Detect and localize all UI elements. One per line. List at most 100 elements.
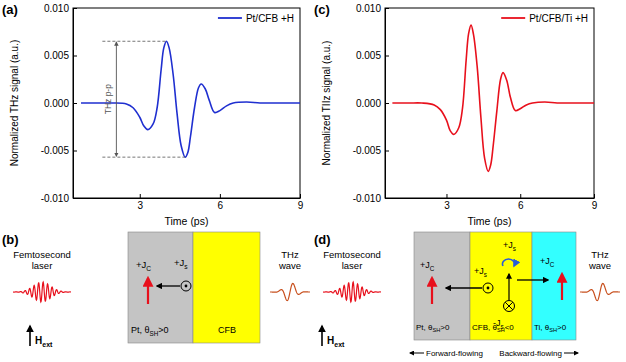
- layer-label-main: CFB: [218, 325, 236, 335]
- y-tick-mark: [385, 151, 389, 152]
- annotation: THz p-p: [102, 41, 185, 157]
- spin-current-label: +Js: [503, 240, 516, 252]
- x-tick-mark: [446, 194, 447, 198]
- current-label-main: +J: [540, 256, 550, 266]
- into-plane-cross: [505, 302, 513, 310]
- y-tick-label: -0.005: [353, 145, 382, 156]
- x-axis-title: Time (ps): [468, 215, 512, 227]
- panel-label: (d): [314, 232, 331, 247]
- y-axis-title: Normalized TIIz signal (a.u.): [321, 41, 332, 166]
- layer-label-sub: SH: [549, 327, 557, 333]
- layer-label-after: >0: [158, 325, 168, 335]
- legend: Pt/CFB/Ti +H: [501, 13, 588, 24]
- layer: [193, 232, 260, 343]
- x-axis-title: Time (ps): [165, 215, 209, 227]
- y-tick-label: -0.010: [41, 193, 70, 204]
- flow-label: Forward-flowing: [426, 349, 483, 358]
- y-tick: -0.005: [353, 145, 389, 156]
- x-tick-label: 3: [137, 200, 143, 211]
- field-label: Hext: [327, 335, 345, 348]
- thz-label-line: wave: [278, 260, 301, 271]
- x-tick: 9: [298, 194, 304, 211]
- y-tick: 0.005: [356, 50, 389, 61]
- layer-label-after: <0: [505, 323, 515, 332]
- y-tick: -0.010: [353, 193, 389, 204]
- thz-label-line: THz: [591, 249, 609, 260]
- layer-label-main: Ti, θ: [534, 323, 550, 332]
- thz-label: THzwave: [588, 249, 611, 271]
- spin-current-arrow: [446, 287, 482, 288]
- x-tick: 6: [518, 194, 524, 211]
- x-tick-label: 3: [444, 200, 450, 211]
- figure: -0.010 -0.005 0.000 0.005 0.010 3 6 9 THz p-p Pt/…: [0, 0, 626, 362]
- field-label-sub: ext: [42, 341, 53, 348]
- charge-current-arrow: [431, 278, 433, 304]
- current-label-sub: C: [430, 265, 435, 272]
- legend-label: Pt/CFB +H: [246, 13, 294, 24]
- spin-current-label: +Js: [174, 257, 188, 270]
- x-tick: 9: [592, 194, 598, 211]
- x-tick-mark: [140, 194, 141, 198]
- x-tick-mark: [300, 194, 301, 198]
- layer-label-sub: SH: [432, 327, 440, 333]
- laser-label-line: Femtosecond: [13, 249, 71, 260]
- laser-pulse: [323, 282, 381, 302]
- spin-polarisation-arrow: [508, 274, 509, 300]
- y-tick: -0.010: [41, 193, 77, 204]
- spin-current-label-sub: s: [501, 323, 504, 330]
- x-tick-label: 9: [592, 200, 598, 211]
- spin-current-label-main: +J: [474, 266, 484, 276]
- spin-current-label-main: -J: [493, 318, 501, 328]
- spin-current-label-main: +J: [174, 257, 185, 268]
- layer: [414, 232, 470, 340]
- out-of-plane-symbol: [181, 281, 191, 291]
- legend-swatch: [218, 17, 242, 19]
- x-tick: 3: [137, 194, 143, 211]
- y-tick: 0.010: [44, 3, 77, 14]
- y-tick-label: 0.005: [44, 50, 69, 61]
- backward-spin-arrow: [517, 279, 548, 280]
- plot-area: [81, 41, 300, 157]
- current-label-sub: C: [550, 261, 555, 268]
- current-label-sub: C: [146, 265, 151, 272]
- thz-label: THzwave: [278, 249, 301, 271]
- x-axis: 3 6 9: [74, 194, 304, 211]
- annotation-peak-line: [102, 41, 166, 42]
- y-tick-label: -0.005: [41, 145, 70, 156]
- y-tick-label: 0.000: [356, 98, 381, 109]
- y-tick-label: 0.010: [44, 3, 69, 14]
- diagram: (d)FemtosecondlaserHextPt, θSH>0CFB, θSH…: [314, 232, 620, 358]
- chart: -0.010 -0.005 0.000 0.005 0.010 3 6 9 Pt/CFB/Ti …: [314, 2, 598, 227]
- x-axis-line: [386, 198, 595, 199]
- legend: Pt/CFB +H: [218, 13, 294, 24]
- layer-label-main: Pt, θ: [131, 325, 150, 335]
- data-line: [392, 25, 594, 171]
- laser-label: Femtosecondlaser: [13, 249, 71, 271]
- layer-label: CFB: [218, 325, 236, 335]
- x-tick-mark: [520, 194, 521, 198]
- panel-label: (b): [2, 232, 19, 247]
- field-arrow: [29, 326, 31, 346]
- flow-arrow: [410, 353, 424, 354]
- annotation-text: THz p-p: [103, 84, 113, 115]
- laser-label-line: Femtosecond: [323, 249, 381, 260]
- y-tick: 0.010: [356, 3, 389, 14]
- layer-label-after: >0: [440, 323, 450, 332]
- spin-flip-arrow: [503, 259, 515, 266]
- legend-swatch: [501, 17, 525, 19]
- current-label-main: +J: [136, 259, 147, 270]
- y-tick-mark: [385, 8, 389, 9]
- y-tick-label: 0.000: [44, 98, 69, 109]
- field-label: Hext: [35, 335, 53, 348]
- legend-label: Pt/CFB/Ti +H: [529, 13, 588, 24]
- y-axis: -0.010 -0.005 0.000 0.005 0.010: [353, 3, 389, 204]
- y-axis-title: Normalized THz signal (a.u.): [9, 40, 20, 167]
- field-label-main: H: [35, 335, 42, 346]
- y-tick: 0.000: [44, 98, 77, 109]
- data-line: [81, 41, 300, 157]
- layer: [470, 232, 532, 340]
- x-tick: 6: [218, 194, 224, 211]
- into-plane-symbol: [504, 301, 515, 312]
- laser-label: Femtosecondlaser: [323, 249, 381, 271]
- layer: [128, 232, 193, 343]
